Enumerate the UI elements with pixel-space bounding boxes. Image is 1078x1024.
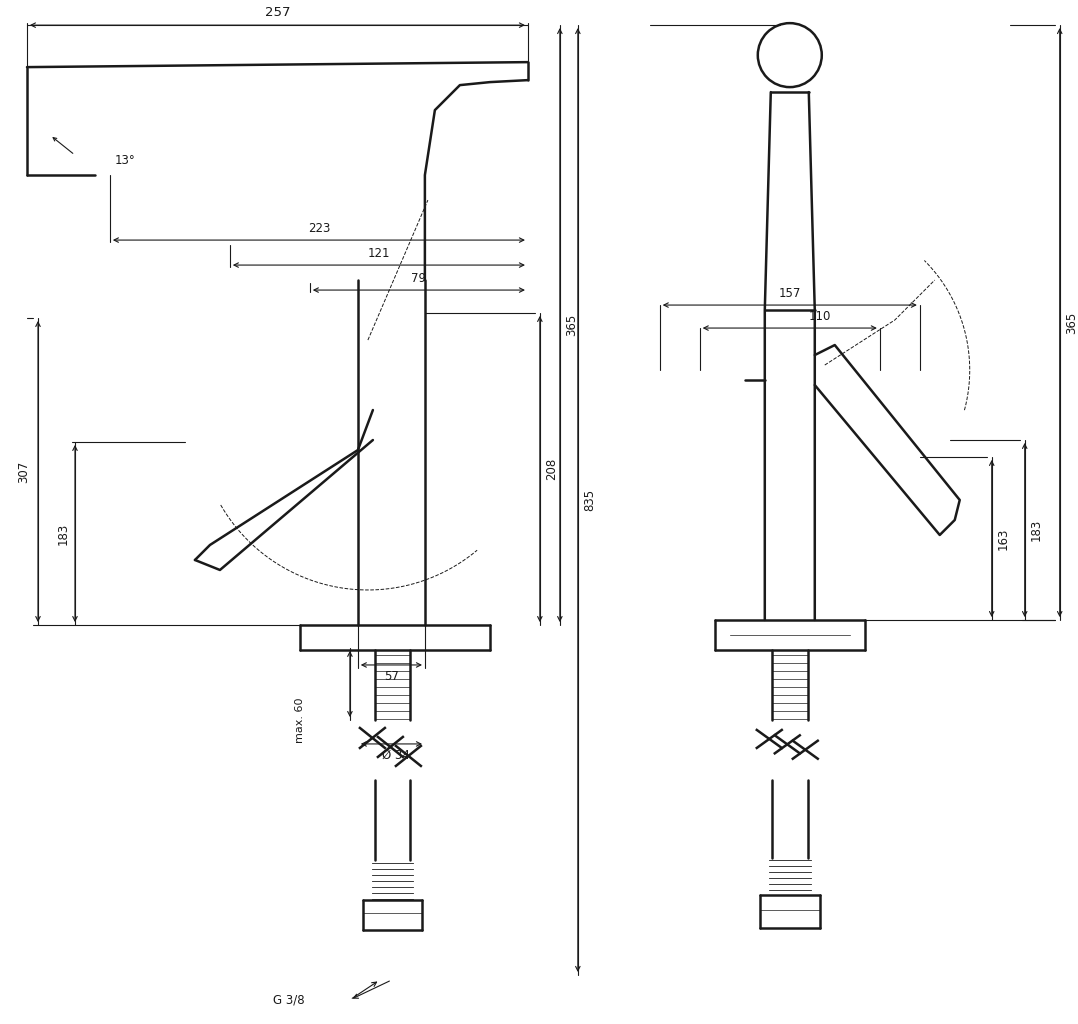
Text: Ø 34: Ø 34 — [383, 749, 411, 762]
Text: 57: 57 — [384, 670, 399, 683]
Text: 163: 163 — [997, 527, 1010, 550]
Text: 157: 157 — [778, 287, 801, 300]
Text: 183: 183 — [1029, 519, 1042, 541]
Text: 365: 365 — [1065, 311, 1078, 334]
Text: 79: 79 — [412, 272, 427, 285]
Text: 121: 121 — [368, 247, 390, 260]
Text: 183: 183 — [57, 522, 70, 545]
Text: 13°: 13° — [115, 154, 136, 167]
Text: 208: 208 — [544, 458, 557, 480]
Text: 257: 257 — [265, 6, 290, 19]
Text: G 3/8: G 3/8 — [274, 993, 305, 1007]
Text: 223: 223 — [307, 222, 330, 236]
Text: max. 60: max. 60 — [295, 697, 305, 742]
Text: 835: 835 — [583, 488, 596, 511]
Text: 307: 307 — [17, 461, 30, 482]
Text: 110: 110 — [808, 310, 831, 323]
Text: 365: 365 — [565, 314, 578, 336]
